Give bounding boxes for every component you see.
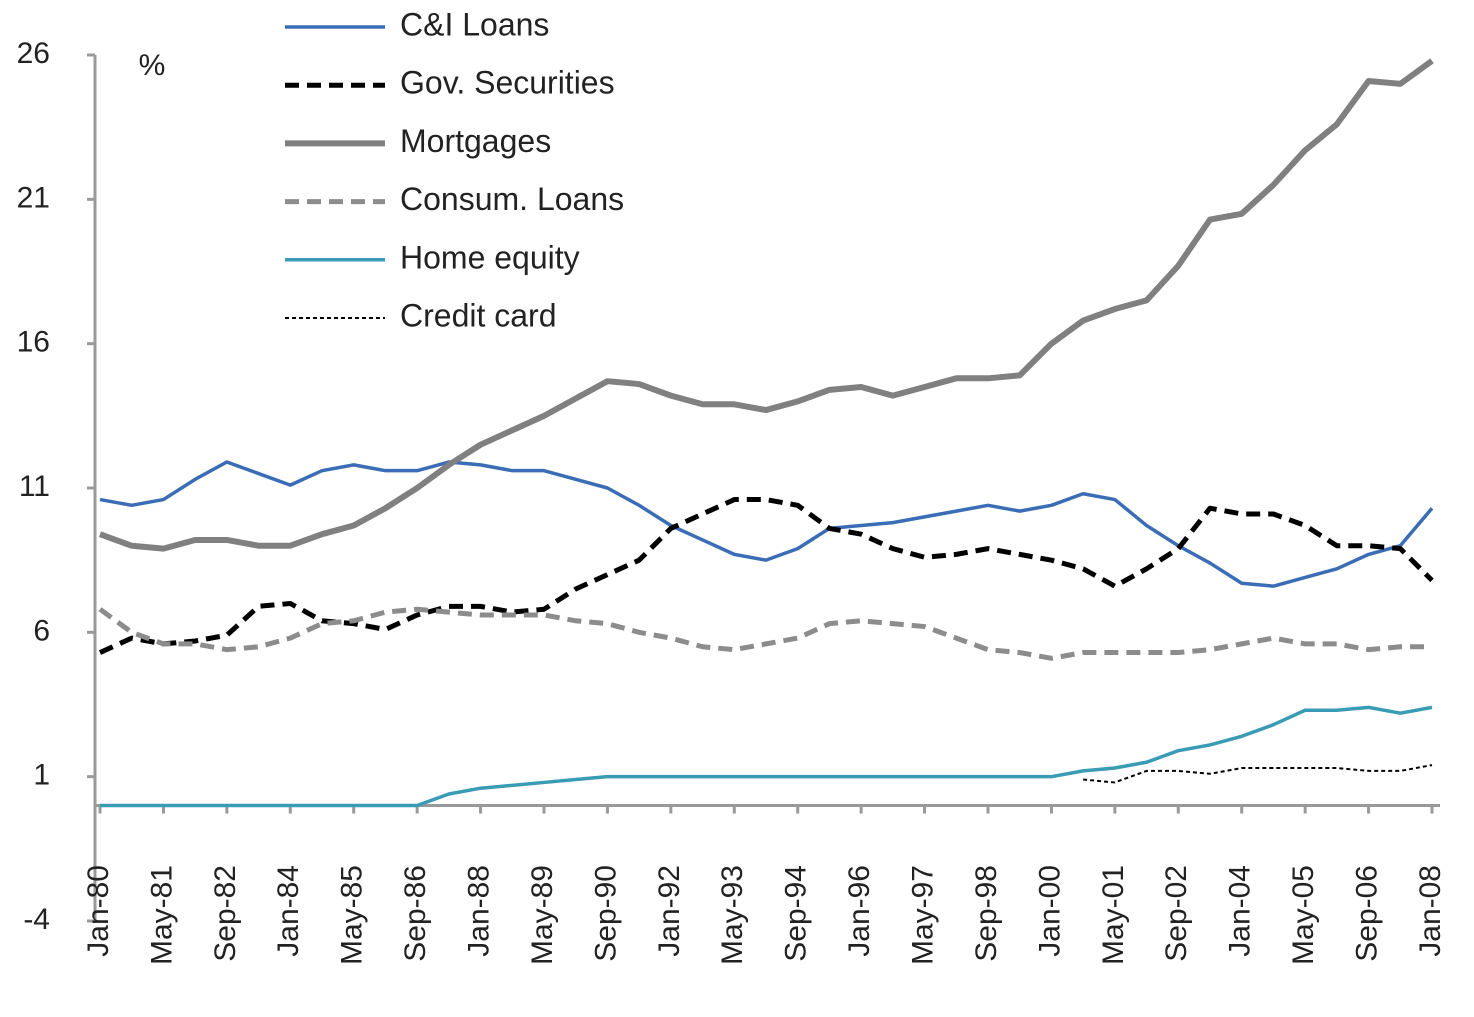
legend-label: Credit card bbox=[400, 297, 557, 333]
x-tick-label: Jan-08 bbox=[1414, 865, 1447, 957]
y-tick-label: 21 bbox=[17, 181, 50, 214]
series-line bbox=[98, 497, 1434, 655]
series-line bbox=[98, 606, 1432, 661]
y-tick-label: 16 bbox=[17, 326, 50, 359]
x-tick-label: May-81 bbox=[145, 865, 178, 965]
x-tick-label: May-89 bbox=[526, 865, 559, 965]
series-line bbox=[99, 460, 1434, 588]
legend-label: Mortgages bbox=[400, 123, 551, 159]
series-line bbox=[100, 705, 1433, 808]
x-tick-label: Sep-86 bbox=[399, 865, 432, 962]
x-tick-label: Jan-96 bbox=[843, 865, 876, 957]
legend-label: Consum. Loans bbox=[400, 181, 624, 217]
x-tick-label: Jan-80 bbox=[82, 865, 115, 957]
legend-label: Home equity bbox=[400, 239, 580, 275]
x-tick-label: Sep-90 bbox=[589, 865, 622, 962]
legend-label: Gov. Securities bbox=[400, 65, 615, 101]
x-tick-label: May-85 bbox=[336, 865, 369, 965]
x-tick-label: Sep-98 bbox=[970, 865, 1003, 962]
x-tick-label: Jan-00 bbox=[1033, 865, 1066, 957]
y-tick-label: -4 bbox=[23, 903, 50, 936]
legend-label: C&I Loans bbox=[400, 6, 549, 42]
x-tick-label: May-01 bbox=[1097, 865, 1130, 965]
x-tick-label: Jan-84 bbox=[272, 865, 305, 957]
y-tick-label: 26 bbox=[17, 37, 50, 70]
x-tick-label: Sep-06 bbox=[1350, 865, 1383, 962]
x-tick-label: May-97 bbox=[906, 865, 939, 965]
x-tick-label: Sep-02 bbox=[1160, 865, 1193, 962]
series-line bbox=[98, 58, 1434, 552]
x-tick-label: Jan-92 bbox=[653, 865, 686, 957]
x-tick-label: May-93 bbox=[716, 865, 749, 965]
x-tick-label: Sep-82 bbox=[209, 865, 242, 962]
x-tick-label: Sep-94 bbox=[780, 865, 813, 962]
y-axis-label: % bbox=[139, 49, 166, 82]
x-tick-label: Jan-88 bbox=[462, 865, 495, 957]
series-line bbox=[1083, 764, 1433, 784]
y-tick-label: 1 bbox=[33, 759, 50, 792]
y-tick-label: 6 bbox=[33, 614, 50, 647]
x-tick-label: May-05 bbox=[1287, 865, 1320, 965]
x-tick-label: Jan-04 bbox=[1224, 865, 1257, 957]
y-tick-label: 11 bbox=[19, 470, 50, 503]
